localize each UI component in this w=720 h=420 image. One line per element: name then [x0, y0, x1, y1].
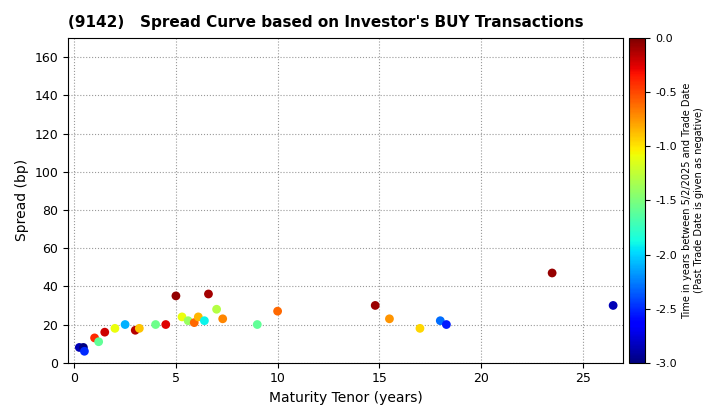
Point	[89, 335, 100, 341]
Point	[93, 339, 104, 345]
Point	[441, 321, 452, 328]
Point	[217, 315, 228, 322]
Point	[608, 302, 619, 309]
Point	[170, 293, 181, 299]
Text: (9142)   Spread Curve based on Investor's BUY Transactions: (9142) Spread Curve based on Investor's …	[68, 15, 584, 30]
Point	[414, 325, 426, 332]
Y-axis label: Time in years between 5/2/2025 and Trade Date
(Past Trade Date is given as negat: Time in years between 5/2/2025 and Trade…	[683, 82, 704, 319]
Point	[384, 315, 395, 322]
Point	[109, 325, 121, 332]
Point	[272, 308, 284, 315]
Point	[203, 291, 215, 297]
Point	[546, 270, 558, 276]
Point	[78, 348, 90, 354]
Point	[435, 318, 446, 324]
Point	[99, 329, 110, 336]
Point	[251, 321, 263, 328]
Point	[192, 314, 204, 320]
Point	[199, 318, 210, 324]
Point	[182, 318, 194, 324]
Point	[73, 344, 85, 351]
Point	[134, 325, 145, 332]
Y-axis label: Spread (bp): Spread (bp)	[15, 159, 29, 242]
Point	[78, 344, 89, 351]
Point	[150, 321, 161, 328]
X-axis label: Maturity Tenor (years): Maturity Tenor (years)	[269, 391, 423, 405]
Point	[369, 302, 381, 309]
Point	[130, 327, 141, 333]
Point	[120, 321, 131, 328]
Point	[189, 319, 200, 326]
Point	[211, 306, 222, 312]
Point	[176, 314, 188, 320]
Point	[160, 321, 171, 328]
